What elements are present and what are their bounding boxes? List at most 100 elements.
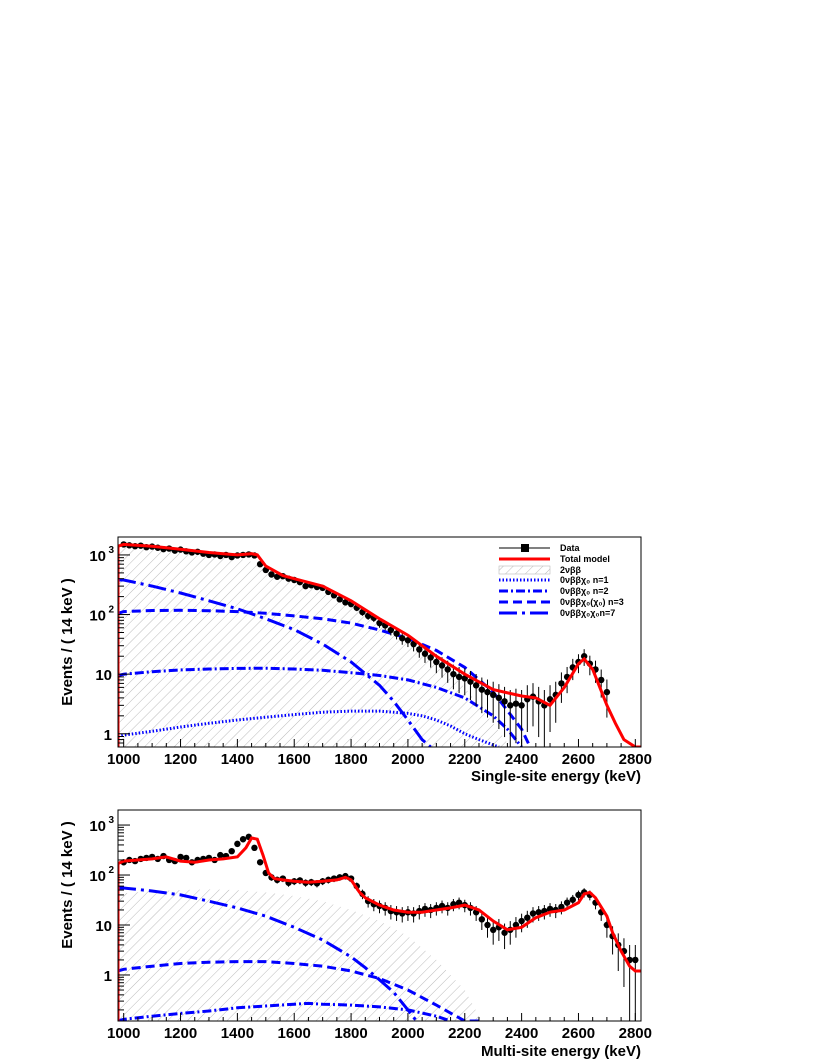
x-tick-label: 1600 <box>278 1025 311 1042</box>
data-point <box>273 573 281 580</box>
n2-dashdot-line <box>118 666 523 747</box>
data-point <box>336 596 343 603</box>
data-point <box>478 916 486 923</box>
data-point <box>598 676 605 684</box>
x-tick-label: 1000 <box>107 1025 140 1042</box>
data-point <box>438 662 446 669</box>
data-point <box>507 702 514 709</box>
data-point <box>427 654 434 661</box>
data-point <box>183 854 190 862</box>
data-point <box>217 851 224 859</box>
data-point <box>376 619 383 627</box>
data-point <box>569 896 576 903</box>
data-point <box>478 686 486 693</box>
data-point <box>467 678 474 685</box>
legend-n3-label: 0νββχ₀(χ₀) n=3 <box>560 597 624 607</box>
y-tick-label: 1 <box>104 727 112 744</box>
data-point <box>404 637 412 644</box>
data-point <box>239 836 247 843</box>
data-point <box>251 844 258 852</box>
data-point <box>421 650 429 657</box>
y-tick-exponent: 3 <box>108 815 114 826</box>
data-point <box>342 599 349 606</box>
x-axis-ticks: 1000 1200 1400 1600 1800 2000 2200 2400 2600 2800 <box>107 739 652 768</box>
data-point <box>455 673 463 681</box>
data-point <box>256 859 264 866</box>
data-point <box>529 910 537 917</box>
data-point <box>518 702 525 709</box>
data-point <box>177 853 184 861</box>
data-point <box>580 653 588 660</box>
data-point <box>524 914 531 921</box>
y-tick-exponent: 2 <box>108 605 114 616</box>
x-tick-label: 1000 <box>107 751 140 768</box>
data-point <box>495 694 503 702</box>
x-axis-label: Multi-site energy (keV) <box>481 1043 641 1060</box>
legend-two-nu-symbol <box>498 565 551 575</box>
x-tick-label: 1800 <box>334 751 367 768</box>
total-model-line <box>118 542 641 747</box>
y-axis-label: Events / ( 14 keV ) <box>59 821 76 949</box>
multi-site-panel: 1000 1200 1400 1600 1800 2000 2200 2400 2600 2800… <box>59 809 652 1060</box>
data-point <box>501 698 508 705</box>
x-axis-label: Single-site energy (keV) <box>471 768 641 785</box>
y-axis-label: Events / ( 14 keV ) <box>59 578 76 706</box>
legend-n7-label: 0νββχ₀χ₀n=7 <box>560 608 615 618</box>
legend-n1-label: 0νββχ₀ n=1 <box>560 575 609 585</box>
x-tick-label: 1400 <box>221 1025 254 1042</box>
data-point <box>489 926 497 934</box>
data-point <box>455 899 463 906</box>
legend-n2-label: 0νββχ₀ n=2 <box>560 586 609 596</box>
data-point <box>461 675 468 682</box>
y-tick-label: 10 <box>95 918 112 935</box>
y-tick-exponent: 3 <box>108 545 114 556</box>
y-tick-label: 10 <box>95 667 112 684</box>
data-point <box>450 670 457 678</box>
n3-dashed-line <box>118 960 479 1021</box>
x-axis-ticks: 1000 1200 1400 1600 1800 2000 2200 2400 2600 2800 <box>107 1013 652 1042</box>
n7-longdashdot-line <box>118 578 432 747</box>
data-point <box>603 688 611 696</box>
x-tick-label: 1200 <box>164 751 197 768</box>
y-tick-label: 1 <box>104 968 112 985</box>
x-tick-label: 2200 <box>448 1025 481 1042</box>
data-point <box>632 956 639 964</box>
x-tick-label: 2800 <box>619 1025 652 1042</box>
data-point <box>518 917 525 925</box>
data-point <box>563 899 571 906</box>
n7-longdashdot-line <box>118 886 418 1021</box>
x-tick-label: 1400 <box>221 751 254 768</box>
total-model-line <box>118 836 641 1021</box>
legend-two-nu-label: 2νββ <box>560 565 582 575</box>
x-tick-label: 2600 <box>562 1025 595 1042</box>
n1-dotted-line <box>118 709 500 747</box>
x-tick-label: 1800 <box>334 1025 367 1042</box>
data-point <box>228 847 235 855</box>
single-site-panel: 1000 1200 1400 1600 1800 2000 2200 2400 2600 2800… <box>59 536 652 785</box>
legend-total-label: Total model <box>560 554 610 564</box>
data-point <box>535 909 542 916</box>
data-point <box>484 688 491 696</box>
legend-data-marker <box>521 544 529 552</box>
n2-dashdot-line <box>118 1001 452 1021</box>
data-point <box>433 658 440 666</box>
legend: Data Total model 2νββ 0νββχ₀ n=1 0νββχ₀ … <box>498 543 624 618</box>
data-point <box>472 682 480 689</box>
data-point <box>575 891 582 899</box>
data-point <box>512 700 520 707</box>
x-tick-label: 2200 <box>448 751 481 768</box>
data-point <box>501 929 508 936</box>
data-point <box>393 630 400 637</box>
y-tick-label: 10 <box>89 608 106 625</box>
data-point <box>387 626 395 634</box>
data-point <box>416 646 423 653</box>
x-tick-label: 2000 <box>391 1025 424 1042</box>
data-point <box>558 903 565 911</box>
data-point <box>399 635 406 642</box>
data-point <box>302 582 309 590</box>
y-tick-label: 10 <box>89 868 106 885</box>
data-point <box>234 840 241 848</box>
y-tick-label: 10 <box>89 548 106 565</box>
x-tick-label: 2400 <box>505 1025 538 1042</box>
